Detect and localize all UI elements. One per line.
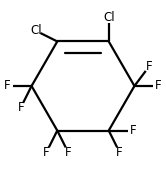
Text: F: F <box>65 146 71 159</box>
Text: F: F <box>146 60 152 73</box>
Text: Cl: Cl <box>30 24 42 37</box>
Text: F: F <box>43 146 50 159</box>
Text: F: F <box>155 79 162 93</box>
Text: F: F <box>116 146 123 159</box>
Text: F: F <box>17 101 24 114</box>
Text: F: F <box>129 124 136 137</box>
Text: F: F <box>4 79 11 93</box>
Text: Cl: Cl <box>103 11 115 24</box>
